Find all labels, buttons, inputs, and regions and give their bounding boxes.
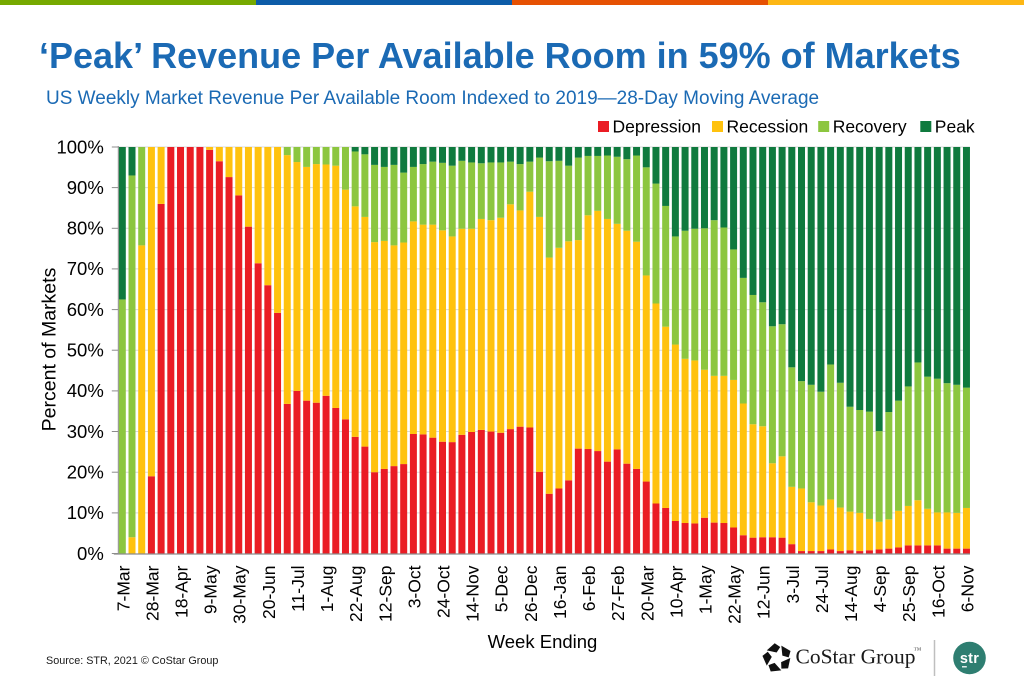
svg-text:26-Dec: 26-Dec <box>521 565 541 622</box>
svg-text:27-Feb: 27-Feb <box>608 566 628 621</box>
svg-text:18-Apr: 18-Apr <box>172 565 192 618</box>
svg-text:0%: 0% <box>77 543 104 564</box>
svg-text:3-Oct: 3-Oct <box>404 565 424 608</box>
svg-text:4-Sep: 4-Sep <box>870 566 890 613</box>
svg-text:25-Sep: 25-Sep <box>899 566 919 622</box>
svg-text:Source: STR, 2021 © CoStar Gro: Source: STR, 2021 © CoStar Group <box>46 655 218 667</box>
svg-text:12-Sep: 12-Sep <box>375 566 395 622</box>
svg-text:70%: 70% <box>67 258 104 279</box>
svg-text:16-Oct: 16-Oct <box>928 565 948 618</box>
svg-text:80%: 80% <box>67 218 104 239</box>
svg-text:60%: 60% <box>67 299 104 320</box>
svg-text:7-Mar: 7-Mar <box>113 565 133 611</box>
svg-text:Depression: Depression <box>613 117 702 137</box>
svg-text:12-Jun: 12-Jun <box>754 566 774 620</box>
svg-text:24-Jul: 24-Jul <box>812 566 832 614</box>
svg-text:CoStar Group: CoStar Group <box>796 645 916 669</box>
svg-text:Week Ending: Week Ending <box>488 631 598 652</box>
svg-text:40%: 40% <box>67 380 104 401</box>
svg-text:14-Nov: 14-Nov <box>463 565 483 622</box>
svg-text:10-Apr: 10-Apr <box>666 565 686 618</box>
svg-text:1-May: 1-May <box>696 565 716 614</box>
svg-text:10%: 10% <box>67 502 104 523</box>
svg-text:11-Jul: 11-Jul <box>288 566 308 612</box>
svg-text:22-Aug: 22-Aug <box>346 566 366 622</box>
svg-text:Recovery: Recovery <box>833 117 907 137</box>
svg-text:Percent of Markets: Percent of Markets <box>39 267 61 431</box>
svg-text:6-Nov: 6-Nov <box>958 565 978 612</box>
svg-text:30%: 30% <box>67 421 104 442</box>
svg-text:6-Feb: 6-Feb <box>579 566 599 612</box>
svg-text:16-Jan: 16-Jan <box>550 566 570 620</box>
svg-text:str: str <box>960 651 979 667</box>
svg-text:22-May: 22-May <box>725 565 745 624</box>
svg-text:24-Oct: 24-Oct <box>434 565 454 618</box>
svg-text:Recession: Recession <box>727 117 809 137</box>
svg-text:50%: 50% <box>67 340 104 361</box>
svg-text:20-Mar: 20-Mar <box>637 565 657 621</box>
svg-text:™: ™ <box>914 646 922 655</box>
svg-text:14-Aug: 14-Aug <box>841 566 861 622</box>
svg-text:30-May: 30-May <box>230 565 250 624</box>
svg-text:28-Mar: 28-Mar <box>142 565 162 621</box>
svg-text:3-Jul: 3-Jul <box>783 566 803 604</box>
svg-text:Peak: Peak <box>935 117 975 137</box>
svg-text:1-Aug: 1-Aug <box>317 566 337 613</box>
svg-text:20-Jun: 20-Jun <box>259 566 279 620</box>
svg-text:5-Dec: 5-Dec <box>492 565 512 612</box>
svg-text:100%: 100% <box>56 136 103 157</box>
svg-text:20%: 20% <box>67 462 104 483</box>
svg-text:9-May: 9-May <box>201 565 221 614</box>
svg-text:90%: 90% <box>67 177 104 198</box>
